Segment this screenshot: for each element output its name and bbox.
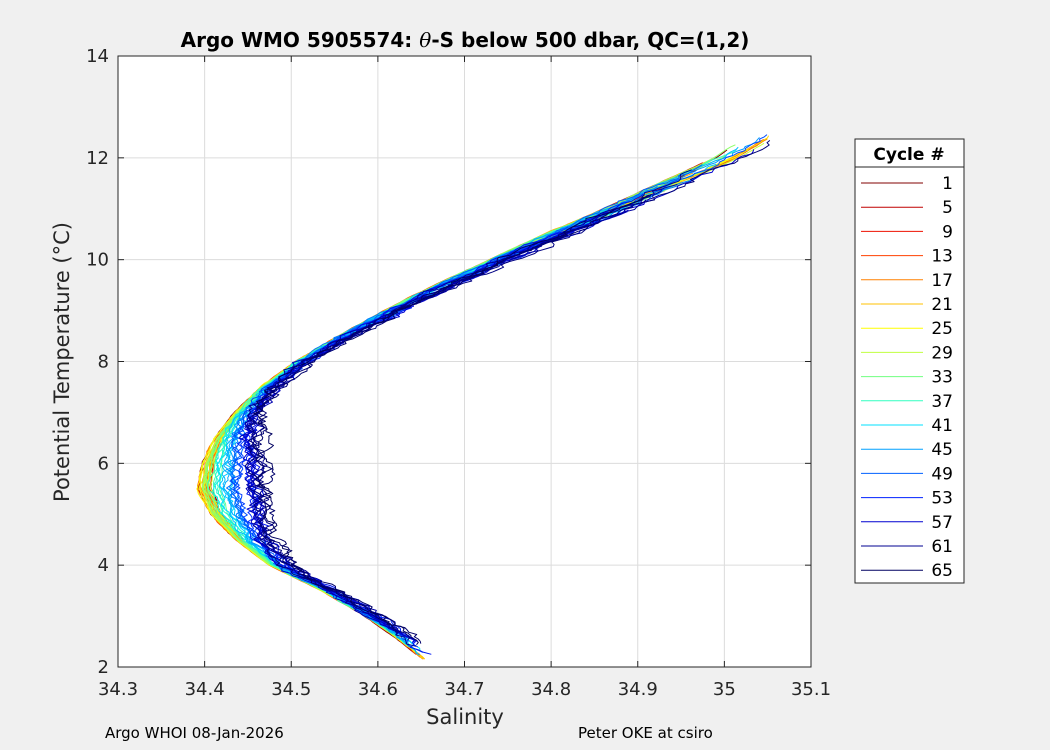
legend-label: 5 xyxy=(942,198,953,218)
legend-label: 61 xyxy=(931,537,953,557)
footer-right: Peter OKE at csiro xyxy=(578,724,713,742)
legend-label: 21 xyxy=(931,295,953,315)
x-tick-label: 34.3 xyxy=(98,679,138,700)
legend-label: 65 xyxy=(931,561,953,581)
chart-title-prefix: Argo WMO 5905574: xyxy=(181,28,420,52)
y-tick-label: 12 xyxy=(86,148,109,169)
x-tick-label: 35 xyxy=(713,679,736,700)
legend-items: 1 5 9 13 17 21 25 29 33 37 41 45 49 53 57 61 65 xyxy=(861,174,953,581)
legend-label: 25 xyxy=(931,319,953,339)
y-axis: 2 4 6 8 10 12 14 xyxy=(86,46,811,678)
legend-label: 33 xyxy=(931,368,953,388)
legend-label: 17 xyxy=(931,271,953,291)
footer-left: Argo WHOI 08-Jan-2026 xyxy=(105,724,284,742)
legend-title: Cycle # xyxy=(873,145,944,165)
legend-label: 29 xyxy=(931,343,953,363)
y-tick-label: 2 xyxy=(98,657,109,678)
y-tick-label: 14 xyxy=(86,46,109,67)
chart-title-theta: θ xyxy=(419,28,431,52)
grid-lines xyxy=(118,56,811,667)
legend-label: 53 xyxy=(931,489,953,509)
x-axis-label: Salinity xyxy=(426,705,504,729)
chart-title-suffix: -S below 500 dbar, QC=(1,2) xyxy=(431,28,749,52)
y-axis-label: Potential Temperature (°C) xyxy=(50,222,74,502)
y-tick-label: 4 xyxy=(98,555,109,576)
legend-label: 37 xyxy=(931,392,953,412)
x-tick-label: 34.5 xyxy=(271,679,311,700)
x-tick-label: 34.9 xyxy=(618,679,658,700)
profile-line xyxy=(244,140,771,641)
legend-label: 1 xyxy=(942,174,953,194)
profile-line xyxy=(252,194,652,644)
x-tick-label: 34.7 xyxy=(444,679,484,700)
y-tick-label: 8 xyxy=(98,352,109,373)
profile-lines xyxy=(196,134,771,660)
y-tick-label: 10 xyxy=(86,250,109,271)
legend-label: 49 xyxy=(931,464,953,484)
legend-box xyxy=(854,138,965,584)
x-tick-label: 35.1 xyxy=(791,679,831,700)
legend-label: 57 xyxy=(931,513,953,533)
legend: Cycle # 1 5 9 13 17 21 25 29 33 37 41 45 49 53 57 61 65 xyxy=(854,138,965,584)
legend-label: 41 xyxy=(931,416,953,436)
x-tick-label: 34.4 xyxy=(185,679,225,700)
x-axis: 34.3 34.4 34.5 34.6 34.7 34.8 34.9 35 35.1 xyxy=(98,56,831,700)
chart-title: Argo WMO 5905574: θ-S below 500 dbar, QC… xyxy=(181,28,750,52)
profile-line xyxy=(253,195,650,646)
x-tick-label: 34.6 xyxy=(358,679,398,700)
legend-label: 45 xyxy=(931,440,953,460)
legend-label: 9 xyxy=(942,222,953,242)
profile-line xyxy=(246,169,692,647)
legend-label: 13 xyxy=(931,247,953,267)
x-tick-label: 34.8 xyxy=(531,679,571,700)
y-tick-label: 6 xyxy=(98,453,109,474)
